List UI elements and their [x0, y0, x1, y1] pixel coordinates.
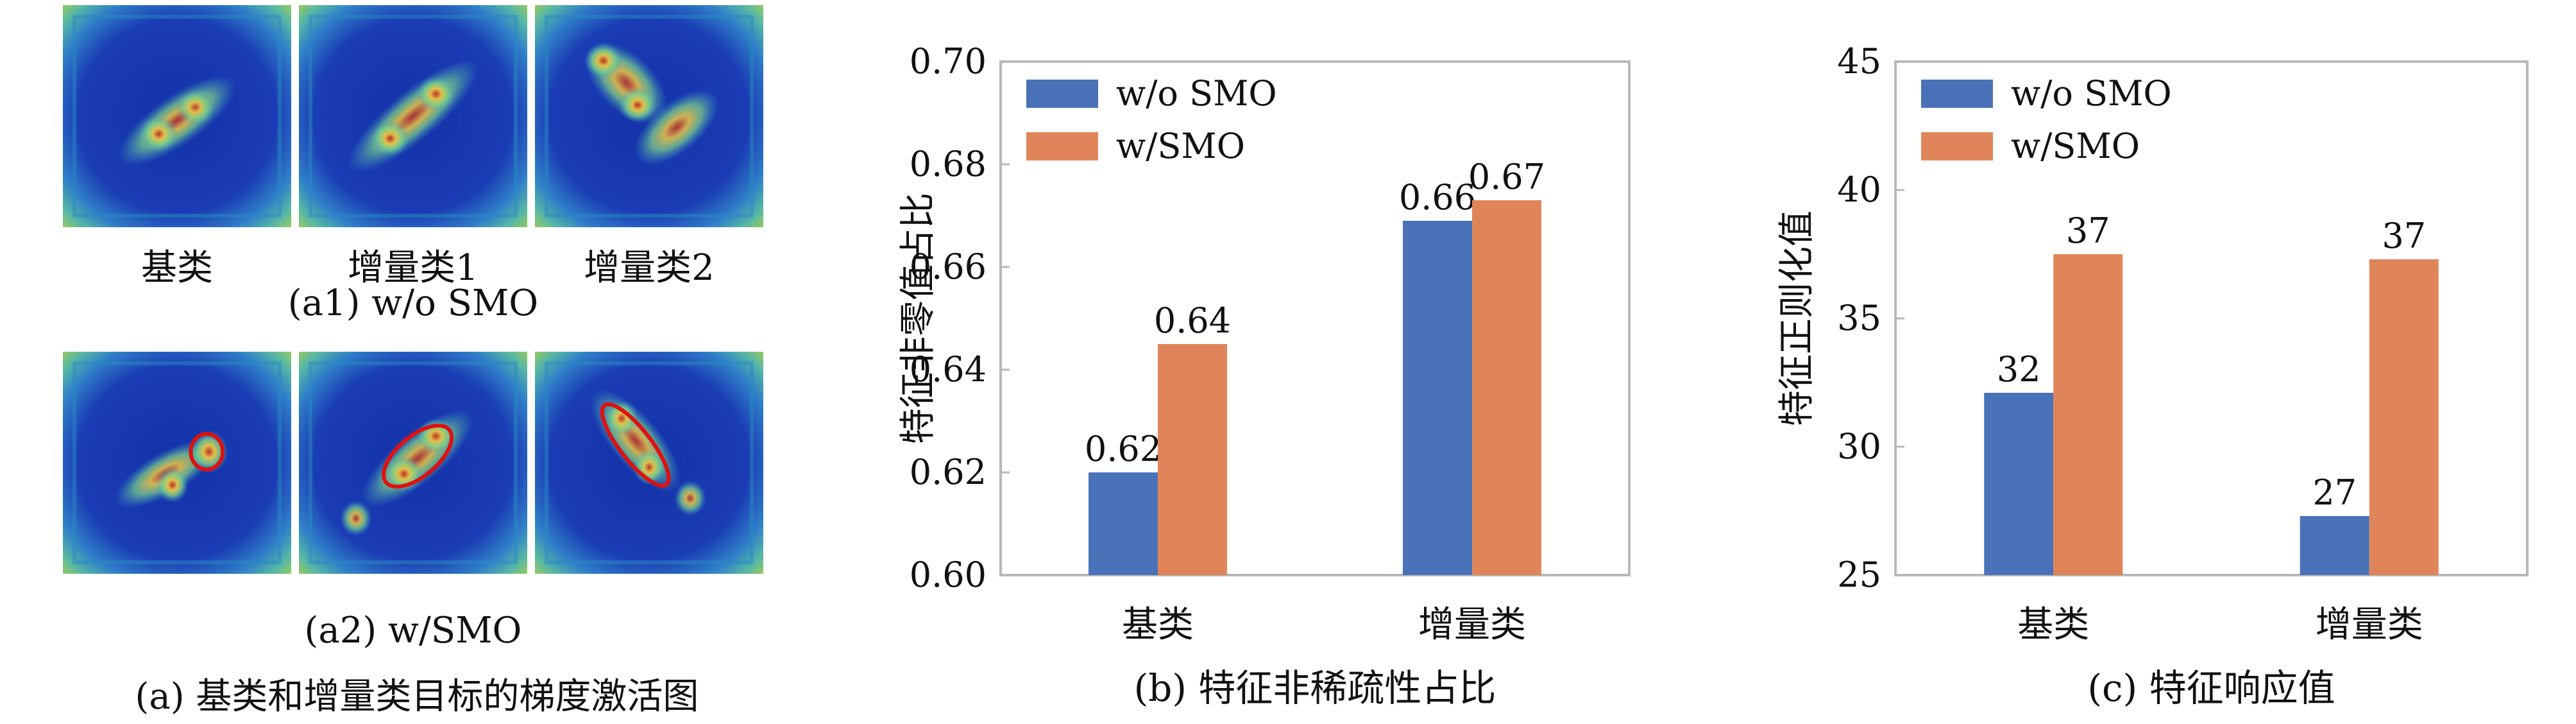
panel-a-caption: (a) 基类和增量类目标的梯度激活图: [135, 676, 699, 718]
legend-swatch: [1026, 80, 1098, 108]
legend-label: w/o SMO: [1116, 73, 1277, 114]
y-tick-label: 40: [1837, 169, 1881, 210]
heatmap-label-incr1: 增量类1: [348, 247, 479, 289]
heatmap-image: [63, 5, 291, 227]
heatmap-base-wo-smo: [63, 5, 291, 227]
row2-caption: (a2) w/SMO: [304, 610, 522, 651]
data-label: 37: [2066, 211, 2110, 251]
data-label: 0.64: [1154, 300, 1231, 341]
y-tick-label: 0.64: [910, 349, 987, 390]
heatmap-incr1-w-smo: [299, 352, 527, 574]
chart-nonsparsity: 0.60 0.62 0.64 0.66 0.68 0.70 特征非零值占比 0.62 0.64 基…: [827, 0, 1706, 721]
heatmap-image: [299, 5, 527, 227]
data-label: 27: [2312, 472, 2357, 513]
bar-chart-1: 25 30 35 40 45 特征正则化值 32 37 基类 27 37 增量类 w/o SMO w/SM…: [1776, 41, 2529, 710]
plot-frame: [999, 60, 1631, 576]
y-tick-label: 25: [1837, 555, 1881, 595]
data-label: 0.66: [1399, 177, 1476, 218]
y-tick-label: 35: [1837, 298, 1881, 338]
heatmap-base-w-smo: [63, 352, 291, 574]
heatmap-image: [63, 352, 291, 574]
y-tick-label: 45: [1837, 41, 1881, 82]
legend-label: w/SMO: [1116, 126, 1245, 166]
legend-swatch: [1921, 132, 1993, 160]
legend-label: w/SMO: [2011, 126, 2140, 166]
chart-caption: (c) 特征响应值: [2087, 666, 2335, 710]
y-tick-label: 0.60: [910, 555, 987, 595]
heatmap-incr2-wo-smo: [535, 5, 763, 227]
heatmap-incr2-w-smo: [535, 352, 763, 574]
bar-chart-0: 0.60 0.62 0.64 0.66 0.68 0.70 特征非零值占比 0.62 0.64 基…: [897, 41, 1631, 710]
heatmap-label-base: 基类: [141, 247, 213, 289]
legend-label: w/o SMO: [2011, 73, 2172, 114]
bar-w-smo-0: [1158, 344, 1227, 575]
y-tick-label: 0.68: [910, 144, 987, 184]
heatmap-image: [299, 352, 527, 574]
highlight-ellipse: [600, 402, 671, 488]
y-tick-label: 0.62: [910, 452, 987, 492]
data-label: 0.62: [1085, 429, 1162, 469]
data-label: 37: [2382, 216, 2426, 256]
x-category-label: 基类: [1122, 604, 1194, 646]
chart-caption: (b) 特征非稀疏性占比: [1134, 666, 1496, 710]
bar-w-smo-1: [2369, 259, 2439, 575]
x-category-label: 增量类: [1418, 604, 1526, 646]
y-axis-label: 特征非零值占比: [897, 193, 939, 444]
bar-wo-smo-0: [1089, 472, 1158, 575]
bar-wo-smo-0: [1984, 393, 2054, 575]
legend-swatch: [1921, 80, 1993, 108]
heatmap-incr1-wo-smo: [299, 5, 527, 227]
highlight-ellipse: [382, 424, 454, 489]
x-category-label: 增量类: [2316, 604, 2423, 646]
legend-swatch: [1026, 132, 1098, 160]
y-tick-label: 30: [1837, 426, 1881, 467]
bar-wo-smo-1: [1403, 221, 1472, 575]
heatmap-label-incr2: 增量类2: [584, 247, 715, 289]
x-category-label: 基类: [2017, 604, 2089, 646]
chart-response: 25 30 35 40 45 特征正则化值 32 37 基类 27 37 增量类 w/o SMO w/SM…: [1719, 0, 2576, 721]
data-label: 0.67: [1468, 157, 1545, 197]
heatmap-image: [535, 5, 763, 227]
heatmap-panel: 基类 增量类1 增量类2 (a1) w/o SMO (a2) w/SMO (a)…: [0, 0, 802, 721]
y-axis-label: 特征正则化值: [1776, 211, 1818, 426]
y-tick-label: 0.66: [910, 246, 987, 287]
data-label: 32: [1997, 349, 2041, 390]
bar-w-smo-0: [2053, 254, 2123, 575]
bar-w-smo-1: [1472, 200, 1541, 575]
heatmap-image: [535, 352, 763, 574]
highlight-ellipse: [189, 432, 225, 472]
bar-wo-smo-1: [2300, 516, 2369, 575]
y-tick-label: 0.70: [910, 41, 987, 82]
row1-caption: (a1) w/o SMO: [287, 282, 539, 324]
